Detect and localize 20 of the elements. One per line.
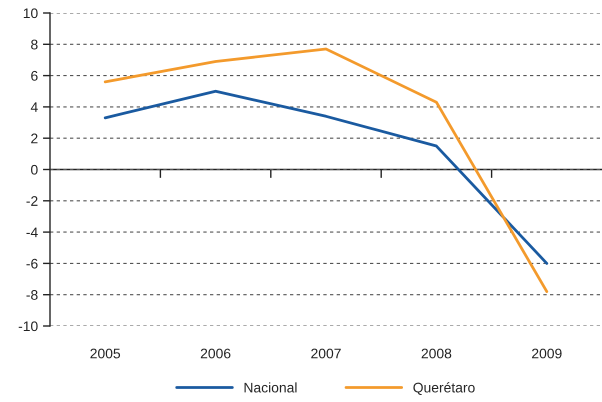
- y-tick-label: -6: [26, 258, 38, 269]
- x-tick-label: 2009: [532, 348, 562, 358]
- y-tick-label: -8: [26, 290, 38, 300]
- y-tick-label: 10: [24, 8, 38, 18]
- y-tick-label: 2: [31, 134, 38, 144]
- legend-label: Querétaro: [413, 382, 475, 396]
- x-tick-label: 2005: [90, 348, 120, 358]
- y-tick-label: 8: [31, 40, 38, 50]
- line-series: [104, 48, 548, 293]
- y-tick-label: 4: [30, 102, 38, 112]
- legend-label: Nacional: [244, 382, 297, 393]
- x-tick-label: 2006: [200, 348, 230, 358]
- y-tick-label: 0: [31, 164, 38, 175]
- x-tick-label: 2007: [311, 348, 341, 358]
- line-series: [104, 90, 548, 265]
- x-tick-label: 2008: [422, 348, 452, 358]
- y-tick-label: -4: [26, 228, 38, 238]
- y-tick-label: 6: [31, 70, 38, 81]
- y-tick-label: -10: [18, 321, 38, 332]
- y-tick-label: -2: [26, 196, 38, 206]
